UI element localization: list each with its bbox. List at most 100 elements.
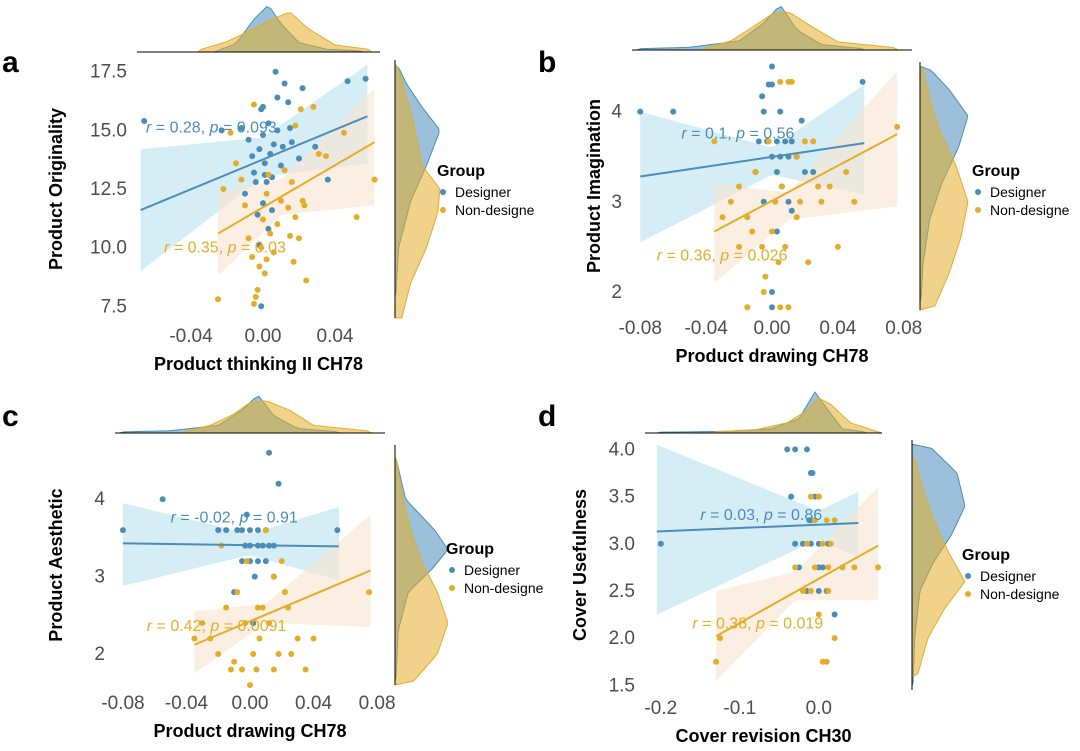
- non_designer-point: [819, 540, 826, 547]
- y-axis-title: Product Originality: [46, 108, 66, 270]
- non_designer-legend-marker: [965, 591, 971, 597]
- y-tick-label: 15.0: [90, 120, 127, 141]
- designer-point: [234, 527, 241, 534]
- designer-point: [287, 125, 293, 132]
- non_designer-point: [281, 167, 288, 174]
- designer-confidence-band: [656, 444, 859, 615]
- legend-title: Group: [437, 163, 485, 180]
- non_designer-top-density: [115, 400, 385, 434]
- non_designer-point: [285, 204, 292, 211]
- non_designer-top-density: [632, 11, 912, 51]
- non_designer-point: [825, 564, 832, 571]
- x-axis-title: Product drawing CH78: [675, 346, 868, 366]
- designer-confidence-band: [140, 64, 368, 272]
- non_designer-legend-marker: [440, 207, 446, 213]
- non_designer-point: [220, 186, 227, 192]
- non_designer-point: [292, 122, 299, 129]
- y-tick-label: 4: [611, 102, 622, 123]
- x-tick-label: -0.04: [165, 693, 209, 714]
- y-tick-label: 3: [611, 192, 622, 213]
- non_designer-point: [810, 138, 817, 145]
- x-tick-label: -0.08: [101, 693, 144, 714]
- y-tick-label: 10.0: [90, 238, 127, 259]
- non_designer-point: [262, 527, 269, 534]
- designer-legend-marker: [965, 573, 971, 579]
- designer-point: [759, 93, 766, 100]
- panel-label: c: [2, 400, 19, 433]
- designer-point: [769, 288, 775, 295]
- panel-d: d r = 0.03, p = 0.86 r = 0.38, p = 0.019 -0…: [538, 391, 1060, 746]
- non_designer-point: [811, 564, 818, 571]
- non_designer-point: [310, 103, 317, 110]
- non_designer-point: [778, 183, 785, 190]
- non_designer-right-density: [394, 60, 441, 319]
- non_designer-legend-marker: [975, 207, 981, 213]
- x-tick-label: 0.00: [232, 693, 269, 714]
- designer-point: [223, 527, 230, 534]
- non_designer-point: [818, 198, 825, 205]
- designer-point: [278, 162, 284, 169]
- non_designer-correlation-label: r = 0.42, p = 0.0091: [147, 618, 287, 635]
- designer-legend-label: Designer: [464, 562, 520, 578]
- non_designer-point: [831, 517, 838, 524]
- non_designer-point: [199, 620, 206, 627]
- non_designer-point: [719, 214, 726, 221]
- non_designer-point: [250, 651, 257, 658]
- non_designer-correlation-label: r = 0.38, p = 0.019: [692, 616, 823, 633]
- non_designer-point: [805, 259, 812, 266]
- x-tick-label: 0.08: [359, 693, 396, 714]
- non_designer-legend-label: Non-designe: [464, 580, 544, 596]
- non_designer-point: [823, 517, 830, 524]
- non_designer-point: [253, 666, 260, 673]
- non_designer-point: [788, 78, 795, 85]
- y-tick-label: 2.5: [609, 581, 635, 602]
- legend-title: Group: [446, 541, 494, 558]
- designer-point: [670, 108, 677, 115]
- designer-correlation-label: r = -0.02, p = 0.91: [171, 509, 298, 526]
- non_designer-point: [270, 573, 277, 580]
- designer-point: [266, 449, 273, 456]
- non_designer-point: [797, 198, 803, 205]
- non_designer-point: [299, 197, 306, 204]
- non_designer-point: [717, 635, 724, 642]
- non_designer-point: [267, 230, 274, 237]
- designer-point: [769, 304, 775, 311]
- designer-point: [254, 211, 261, 218]
- designer-point: [279, 143, 286, 150]
- designer-point: [792, 540, 799, 547]
- non_designer-point: [233, 160, 239, 167]
- designer-point: [256, 146, 263, 153]
- x-tick-label: -0.04: [684, 318, 728, 339]
- designer-point: [773, 169, 780, 176]
- non_designer-point: [288, 178, 295, 185]
- designer-point: [251, 169, 257, 176]
- x-axis-title: Cover revision CH30: [675, 726, 851, 746]
- designer-confidence-band: [640, 84, 865, 243]
- designer-point: [765, 81, 772, 88]
- non_designer-confidence-band: [194, 514, 371, 674]
- designer-point: [362, 75, 369, 82]
- panel-a: a r = 0.28, p = 0.093 r = 0.35, p = 0.03 -0…: [2, 6, 535, 374]
- non_designer-point: [785, 304, 792, 311]
- designer-point: [798, 117, 805, 124]
- designer-point: [238, 125, 245, 132]
- designer-point: [269, 207, 275, 214]
- designer-point: [242, 190, 248, 197]
- non_designer-point: [258, 244, 265, 251]
- non_designer-point: [851, 198, 858, 205]
- non_designer-legend-label: Non-designe: [990, 202, 1070, 218]
- designer-point: [254, 527, 261, 534]
- non_designer-point: [807, 587, 814, 594]
- designer-point: [141, 117, 148, 124]
- non_designer-point: [278, 558, 285, 565]
- non_designer-point: [239, 666, 246, 673]
- non_designer-point: [290, 258, 297, 265]
- designer-fit-line: [122, 542, 339, 548]
- designer-point: [801, 169, 808, 176]
- non_designer-point: [727, 198, 734, 205]
- non_designer-point: [254, 604, 261, 611]
- designer-point: [760, 108, 767, 115]
- non_designer-right-density: [911, 440, 966, 690]
- y-axis-title: Product Aesthetic: [46, 488, 66, 641]
- non_designer-point: [371, 176, 378, 183]
